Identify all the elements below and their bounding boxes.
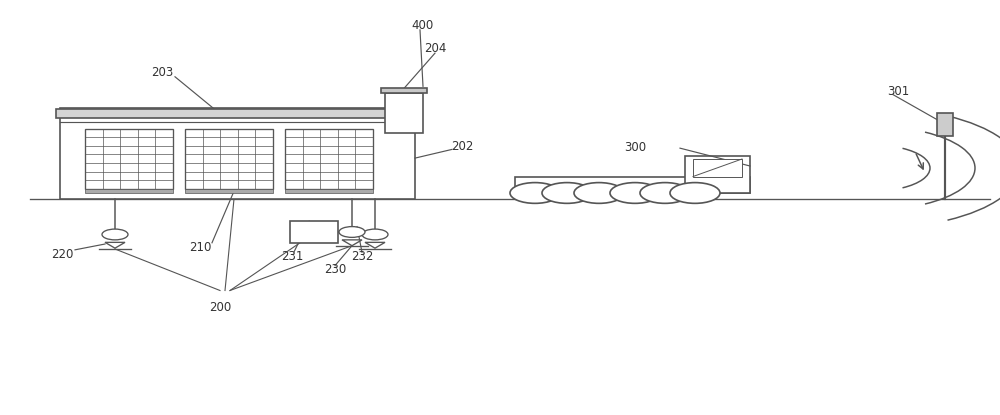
Circle shape xyxy=(510,183,560,203)
Polygon shape xyxy=(342,240,362,246)
Bar xyxy=(515,177,750,193)
Bar xyxy=(285,189,373,193)
Circle shape xyxy=(362,229,388,240)
Bar xyxy=(381,88,427,93)
Bar xyxy=(285,129,373,189)
Text: 202: 202 xyxy=(451,139,473,153)
Text: 231: 231 xyxy=(281,249,303,263)
Bar xyxy=(56,109,419,118)
Bar xyxy=(85,189,173,193)
Bar xyxy=(685,156,750,193)
Bar xyxy=(185,189,273,193)
Circle shape xyxy=(610,183,660,203)
Text: 203: 203 xyxy=(151,66,173,79)
Bar xyxy=(385,93,423,133)
Text: 230: 230 xyxy=(324,263,346,276)
Bar xyxy=(60,108,415,199)
Text: 400: 400 xyxy=(411,19,433,32)
Polygon shape xyxy=(365,242,385,248)
Text: 232: 232 xyxy=(351,249,373,263)
Circle shape xyxy=(670,183,720,203)
Bar xyxy=(937,113,953,136)
Text: 301: 301 xyxy=(887,85,909,98)
Bar xyxy=(290,221,338,243)
Circle shape xyxy=(339,227,365,237)
Text: 210: 210 xyxy=(189,241,211,254)
Text: 200: 200 xyxy=(209,300,231,314)
Circle shape xyxy=(640,183,690,203)
Bar xyxy=(85,129,173,189)
Polygon shape xyxy=(105,242,125,248)
Circle shape xyxy=(102,229,128,240)
Text: 300: 300 xyxy=(624,141,646,154)
Text: 204: 204 xyxy=(424,42,446,56)
Text: 220: 220 xyxy=(51,248,73,261)
Bar xyxy=(185,129,273,189)
Circle shape xyxy=(542,183,592,203)
Circle shape xyxy=(574,183,624,203)
Bar xyxy=(693,159,742,176)
